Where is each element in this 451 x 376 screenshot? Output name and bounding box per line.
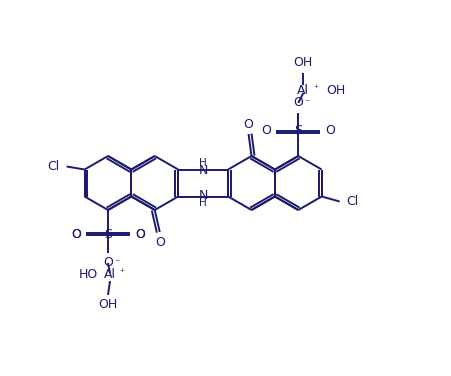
Text: O: O [135, 229, 145, 241]
Text: N: N [198, 189, 208, 202]
Text: Al: Al [104, 268, 116, 282]
Text: O: O [71, 229, 81, 241]
Text: ⁻: ⁻ [305, 98, 310, 108]
Text: OH: OH [294, 56, 313, 70]
Text: O: O [103, 256, 113, 270]
Text: O: O [325, 124, 335, 138]
Text: O: O [262, 124, 271, 138]
Text: S: S [295, 124, 302, 138]
Text: S: S [104, 229, 112, 241]
Text: Al: Al [297, 85, 309, 97]
Text: O: O [244, 117, 253, 130]
Text: Cl: Cl [346, 195, 359, 208]
Text: OH: OH [326, 85, 345, 97]
Text: N: N [198, 164, 208, 177]
Text: H: H [199, 158, 207, 167]
Text: ⁺: ⁺ [120, 268, 124, 278]
Text: ⁻: ⁻ [115, 258, 120, 268]
Text: ⁺: ⁺ [314, 84, 319, 94]
Text: HO: HO [78, 268, 97, 282]
Text: OH: OH [98, 299, 118, 311]
Text: H: H [199, 199, 207, 209]
Text: O: O [135, 229, 145, 241]
Text: O: O [155, 235, 165, 249]
Text: O: O [293, 97, 303, 109]
Text: O: O [71, 229, 81, 241]
Text: Cl: Cl [47, 160, 60, 173]
